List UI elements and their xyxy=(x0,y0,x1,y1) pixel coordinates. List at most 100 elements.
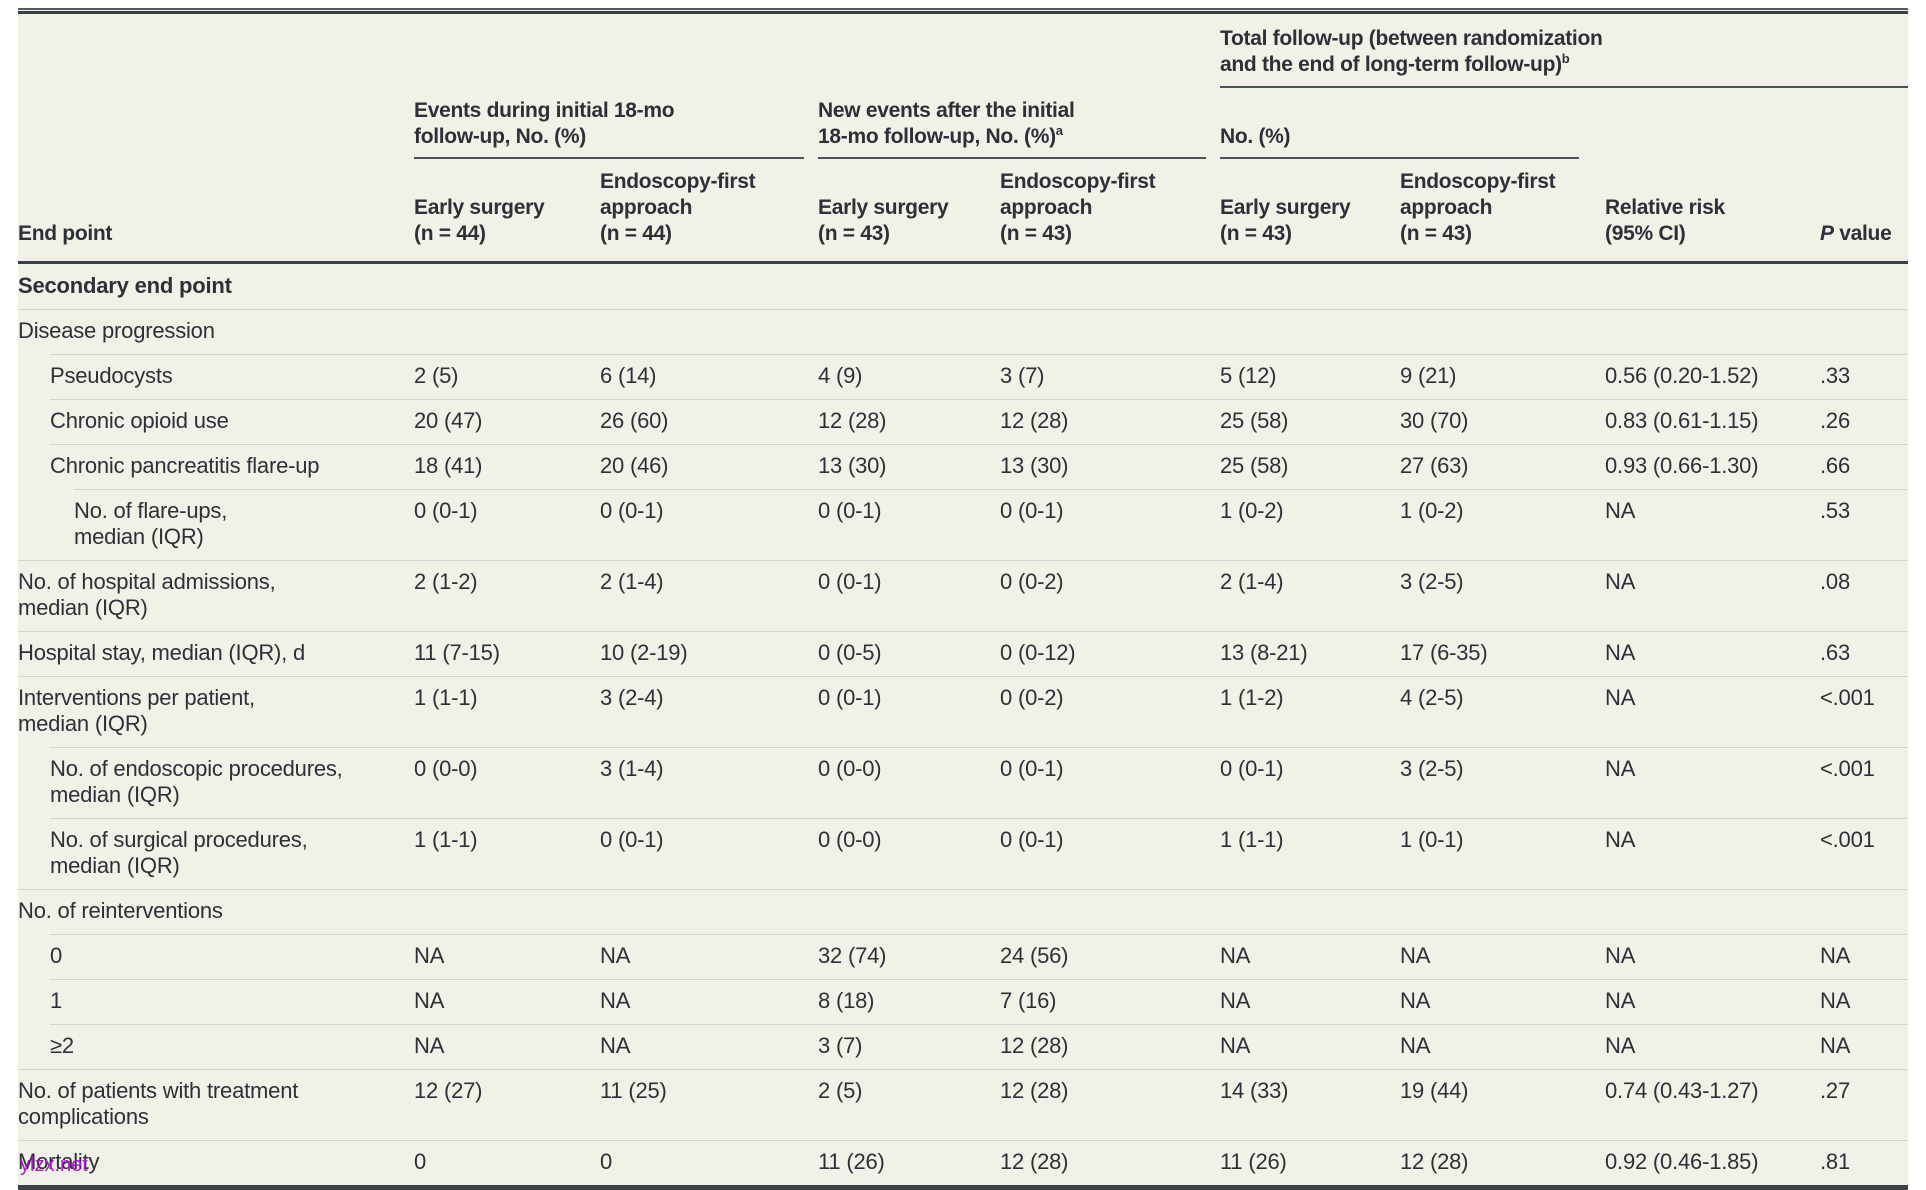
col-group-events-title: Events during initial 18-mo follow-up, N… xyxy=(414,99,675,148)
col-group-total-followup: Total follow-up (between randomization a… xyxy=(1220,14,1908,88)
cell-events-early-surgery xyxy=(414,309,600,354)
cell-new-events-endoscopy-first: 12 (28) xyxy=(1000,1033,1069,1058)
column-header-early-surgery-44: Early surgery (n = 44) xyxy=(414,196,545,245)
table-row: ≥2 NA NA 3 (7) 12 (28) NA NA NA NA xyxy=(18,1024,1908,1069)
cell-new-events-early-surgery: 0 (0-1) xyxy=(818,685,882,710)
cell-relative-risk: NA xyxy=(1605,988,1636,1013)
col-group-new-events: New events after the initial 18-mo follo… xyxy=(818,88,1206,159)
cell-new-events-endoscopy-first: 7 (16) xyxy=(1000,988,1057,1013)
row-label: 1 xyxy=(50,988,63,1013)
cell-total-endoscopy-first: NA xyxy=(1400,1033,1431,1058)
row-label: Chronic pancreatitis flare-up xyxy=(50,453,320,478)
p-italic: P xyxy=(1820,222,1834,245)
cell-total-endoscopy-first: 30 (70) xyxy=(1400,408,1469,433)
cell-new-events-endoscopy-first: 0 (0-2) xyxy=(1000,685,1064,710)
row-label: Interventions per patient, median (IQR) xyxy=(18,685,255,736)
row-label: No. of patients with treatment complicat… xyxy=(18,1078,299,1129)
cell-events-endoscopy-first: 0 xyxy=(600,1149,613,1174)
table-row: No. of patients with treatment complicat… xyxy=(18,1069,1908,1140)
cell-events-endoscopy-first xyxy=(600,309,818,354)
cell-events-early-surgery: 1 (1-1) xyxy=(414,685,478,710)
cell-new-events-endoscopy-first xyxy=(1000,264,1220,309)
col-group-total-title: Total follow-up (between randomization a… xyxy=(1220,27,1603,76)
cell-total-early-surgery: NA xyxy=(1220,943,1251,968)
cell-relative-risk: NA xyxy=(1605,498,1636,523)
cell-total-endoscopy-first: 27 (63) xyxy=(1400,453,1469,478)
cell-events-early-surgery: NA xyxy=(414,1033,445,1058)
cell-new-events-early-surgery xyxy=(818,264,1000,309)
table-row: 1 NA NA 8 (18) 7 (16) NA NA NA NA xyxy=(18,979,1908,1024)
cell-new-events-endoscopy-first: 0 (0-12) xyxy=(1000,640,1076,665)
cell-events-early-surgery: 18 (41) xyxy=(414,453,483,478)
table-row: Secondary end point xyxy=(18,264,1908,309)
cell-total-endoscopy-first: 12 (28) xyxy=(1400,1149,1469,1174)
cell-events-early-surgery xyxy=(414,889,600,934)
row-label: Chronic opioid use xyxy=(50,408,229,433)
cell-new-events-endoscopy-first: 3 (7) xyxy=(1000,363,1045,388)
cell-relative-risk: NA xyxy=(1605,685,1636,710)
cell-relative-risk xyxy=(1605,264,1820,309)
cell-new-events-early-surgery: 2 (5) xyxy=(818,1078,863,1103)
cell-total-early-surgery xyxy=(1220,889,1400,934)
cell-new-events-early-surgery: 0 (0-5) xyxy=(818,640,882,665)
cell-relative-risk: 0.74 (0.43-1.27) xyxy=(1605,1078,1759,1103)
cell-p-value xyxy=(1820,264,1908,309)
cell-events-early-surgery: 0 (0-1) xyxy=(414,498,478,523)
row-label: No. of endoscopic procedures, median (IQ… xyxy=(50,756,343,807)
cell-relative-risk: NA xyxy=(1605,827,1636,852)
row-label: 0 xyxy=(50,943,63,968)
cell-events-endoscopy-first: NA xyxy=(600,1033,631,1058)
cell-p-value: .27 xyxy=(1820,1078,1850,1103)
cell-events-early-surgery: NA xyxy=(414,943,445,968)
cell-events-endoscopy-first: 11 (25) xyxy=(600,1078,667,1103)
cell-relative-risk: NA xyxy=(1605,756,1636,781)
cell-new-events-endoscopy-first: 24 (56) xyxy=(1000,943,1069,968)
cell-new-events-early-surgery: 13 (30) xyxy=(818,453,887,478)
cell-new-events-early-surgery: 0 (0-0) xyxy=(818,756,882,781)
table-bottom-border xyxy=(18,1185,1908,1190)
cell-events-endoscopy-first: 10 (2-19) xyxy=(600,640,688,665)
cell-events-endoscopy-first: 20 (46) xyxy=(600,453,669,478)
column-header-endoscopy-first-44: Endoscopy-first approach (n = 44) xyxy=(600,170,756,245)
table-row: Disease progression xyxy=(18,309,1908,354)
row-label: No. of hospital admissions, median (IQR) xyxy=(18,569,276,620)
cell-events-early-surgery: 1 (1-1) xyxy=(414,827,478,852)
cell-events-early-surgery: 2 (5) xyxy=(414,363,459,388)
table-row: Interventions per patient, median (IQR) … xyxy=(18,676,1908,747)
cell-new-events-early-surgery xyxy=(818,889,1000,934)
column-header-endoscopy-first-43-new: Endoscopy-first approach (n = 43) xyxy=(1000,170,1156,245)
cell-relative-risk: 0.56 (0.20-1.52) xyxy=(1605,363,1759,388)
cell-total-early-surgery: 5 (12) xyxy=(1220,363,1277,388)
table-row: Chronic opioid use 20 (47) 26 (60) 12 (2… xyxy=(18,399,1908,444)
cell-events-endoscopy-first: 6 (14) xyxy=(600,363,657,388)
cell-events-endoscopy-first: 0 (0-1) xyxy=(600,498,664,523)
row-label: Secondary end point xyxy=(18,273,232,298)
cell-new-events-early-surgery: 8 (18) xyxy=(818,988,875,1013)
column-header-end-point: End point xyxy=(18,222,113,245)
cell-events-endoscopy-first: NA xyxy=(600,943,631,968)
cell-total-endoscopy-first: NA xyxy=(1400,988,1431,1013)
cell-new-events-endoscopy-first: 0 (0-1) xyxy=(1000,756,1064,781)
cell-events-early-surgery: 12 (27) xyxy=(414,1078,483,1103)
cell-relative-risk xyxy=(1605,889,1820,934)
table-row: No. of endoscopic procedures, median (IQ… xyxy=(18,747,1908,818)
cell-total-endoscopy-first: 17 (6-35) xyxy=(1400,640,1488,665)
cell-events-early-surgery: 11 (7-15) xyxy=(414,640,500,665)
cell-events-endoscopy-first: 2 (1-4) xyxy=(600,569,664,594)
cell-p-value: <.001 xyxy=(1820,685,1875,710)
cell-total-early-surgery: 14 (33) xyxy=(1220,1078,1289,1103)
cell-total-early-surgery: NA xyxy=(1220,1033,1251,1058)
cell-relative-risk: NA xyxy=(1605,569,1636,594)
table-row: No. of hospital admissions, median (IQR)… xyxy=(18,560,1908,631)
p-value-rest: value xyxy=(1833,222,1892,245)
table-row: No. of surgical procedures, median (IQR)… xyxy=(18,818,1908,889)
column-header-early-surgery-43-new: Early surgery (n = 43) xyxy=(818,196,949,245)
outcomes-table: Total follow-up (between randomization a… xyxy=(18,8,1908,1190)
cell-p-value: .33 xyxy=(1820,363,1850,388)
cell-events-early-surgery: NA xyxy=(414,988,445,1013)
cell-total-early-surgery: 25 (58) xyxy=(1220,408,1289,433)
cell-relative-risk: NA xyxy=(1605,943,1636,968)
cell-p-value: <.001 xyxy=(1820,756,1875,781)
cell-p-value: .53 xyxy=(1820,498,1850,523)
cell-total-early-surgery: 1 (0-2) xyxy=(1220,498,1284,523)
